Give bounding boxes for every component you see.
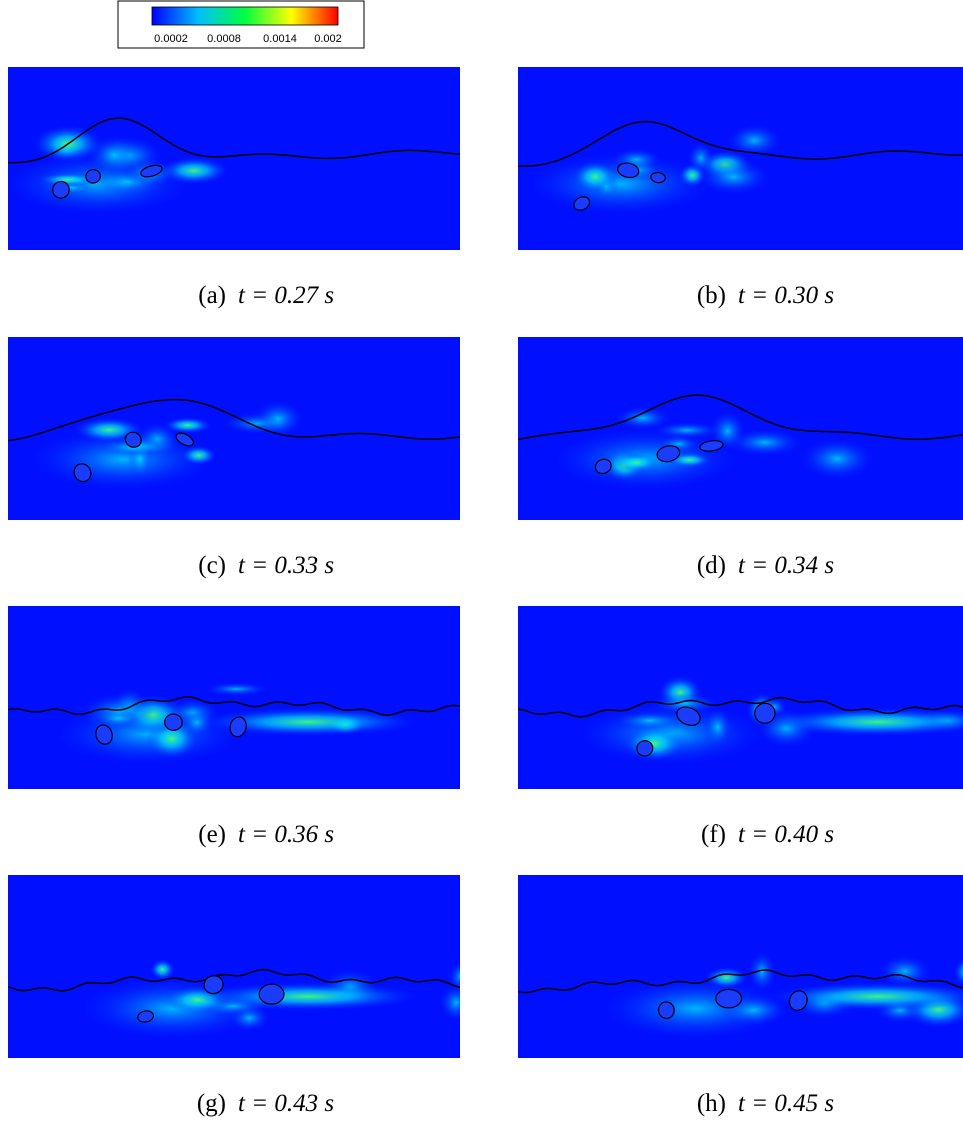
glow	[96, 710, 140, 726]
glow	[616, 712, 683, 729]
panel-label: (f)	[701, 821, 726, 848]
panel-caption: t = 0.34 s	[738, 552, 834, 579]
glow	[459, 952, 527, 983]
panel	[8, 606, 460, 789]
field-background	[8, 875, 460, 1058]
glow	[254, 401, 302, 436]
panel	[518, 337, 963, 520]
glow	[802, 439, 873, 479]
panel-label: (a)	[198, 282, 226, 309]
glow	[205, 683, 268, 696]
glow	[688, 143, 714, 174]
panel	[8, 337, 460, 520]
glow	[456, 991, 502, 1027]
glow	[449, 962, 474, 991]
colorbar-label: 0.002	[314, 33, 342, 45]
panel-label: (d)	[697, 552, 726, 579]
glow	[198, 982, 418, 1010]
figure: 0.0002 0.0008 0.0014 0.002 (a) t = 0.27 s (b) t…	[0, 0, 963, 1133]
panel-caption: t = 0.30 s	[738, 282, 834, 309]
glow	[440, 985, 473, 1020]
panel-caption: t = 0.40 s	[738, 821, 834, 848]
panel-caption: t = 0.33 s	[238, 552, 334, 579]
glow	[150, 959, 175, 979]
glow	[704, 709, 731, 746]
glow	[728, 429, 801, 455]
page: {"colorbar": {"labels": ["0.0002", "0.00…	[0, 0, 963, 1133]
colorbar-label: 0.0002	[154, 33, 188, 45]
glow	[654, 422, 721, 438]
glow	[624, 726, 684, 761]
field-background	[8, 606, 460, 789]
panel-caption: t = 0.36 s	[238, 821, 334, 848]
panel-label: (b)	[697, 282, 726, 309]
glow	[573, 161, 617, 192]
glow	[615, 454, 659, 472]
bubble	[716, 989, 742, 1008]
panel	[8, 67, 460, 250]
panel-caption: t = 0.45 s	[738, 1090, 834, 1117]
panel-label: (g)	[197, 1090, 226, 1117]
panel	[518, 67, 963, 250]
panel	[8, 875, 527, 1058]
panel-label: (h)	[697, 1090, 726, 1117]
bubble	[259, 984, 284, 1004]
panel-label: (e)	[198, 821, 226, 848]
glow	[230, 1006, 269, 1031]
colorbar-label: 0.0008	[207, 33, 241, 45]
colorbar-label: 0.0014	[263, 33, 297, 45]
panel-label: (c)	[198, 552, 226, 579]
panel	[518, 606, 963, 789]
colorbar	[152, 7, 338, 25]
panel	[518, 875, 963, 1058]
field-background	[518, 606, 963, 789]
panel-caption: t = 0.43 s	[238, 1090, 334, 1117]
panel-caption: t = 0.27 s	[238, 282, 334, 309]
glow	[181, 446, 216, 465]
